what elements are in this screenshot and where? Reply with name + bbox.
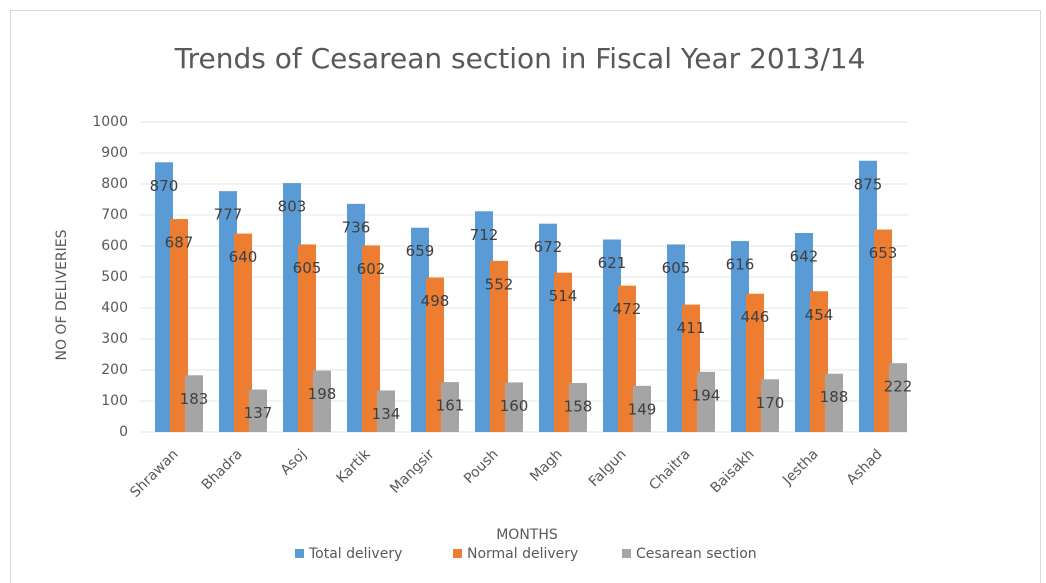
data-label: 411 — [677, 319, 706, 337]
bar — [569, 383, 587, 432]
bar — [249, 389, 267, 432]
data-label: 642 — [790, 247, 819, 265]
y-tick-label: 600 — [101, 238, 128, 254]
bar — [505, 382, 523, 432]
bar — [682, 304, 700, 432]
data-label: 472 — [613, 300, 642, 318]
bar — [874, 229, 892, 432]
data-label: 875 — [854, 175, 883, 193]
data-label: 160 — [500, 397, 529, 415]
chart-title: Trends of Cesarean section in Fiscal Yea… — [174, 42, 866, 75]
data-label: 158 — [564, 398, 593, 416]
bar — [761, 379, 779, 432]
bar — [155, 162, 173, 433]
bar — [490, 260, 508, 432]
data-label: 170 — [756, 394, 785, 412]
y-tick-label: 1000 — [92, 114, 128, 130]
y-tick-label: 400 — [101, 300, 128, 316]
bar — [746, 293, 764, 432]
y-tick-label: 300 — [101, 331, 128, 347]
y-tick-label: 800 — [101, 176, 128, 192]
y-axis-label: NO OF DELIVERIES — [54, 229, 70, 360]
data-label: 161 — [436, 397, 465, 415]
data-label: 605 — [293, 259, 322, 277]
data-label: 687 — [165, 234, 194, 252]
data-label: 803 — [278, 198, 307, 216]
data-label: 659 — [406, 242, 435, 260]
data-label: 870 — [150, 177, 179, 195]
legend-swatch — [622, 549, 631, 558]
bar — [347, 203, 365, 432]
bar — [234, 233, 252, 432]
bar — [170, 219, 188, 432]
data-label: 149 — [628, 400, 657, 418]
bar — [603, 239, 621, 432]
data-label: 621 — [598, 254, 627, 272]
bar — [313, 370, 331, 432]
bar — [795, 232, 813, 432]
data-label: 552 — [485, 275, 514, 293]
legend-label: Cesarean section — [636, 546, 757, 562]
data-label: 736 — [342, 218, 371, 236]
legend-label: Normal delivery — [467, 546, 578, 562]
bar — [411, 227, 429, 432]
bar — [633, 385, 651, 432]
bar — [731, 241, 749, 432]
x-axis-label: MONTHS — [496, 527, 558, 543]
bar — [667, 244, 685, 432]
y-tick-label: 900 — [101, 145, 128, 161]
data-label: 712 — [470, 226, 499, 244]
y-tick-label: 500 — [101, 269, 128, 285]
data-label: 188 — [820, 388, 849, 406]
bar — [362, 245, 380, 432]
data-label: 198 — [308, 385, 337, 403]
data-label: 602 — [357, 260, 386, 278]
data-label: 640 — [229, 248, 258, 266]
data-label: 777 — [214, 206, 243, 224]
data-label: 616 — [726, 256, 755, 274]
data-label: 222 — [884, 378, 913, 396]
bar — [441, 382, 459, 432]
bar — [185, 375, 203, 432]
bar — [825, 373, 843, 432]
y-tick-label: 0 — [119, 424, 128, 440]
bar — [810, 291, 828, 432]
bar — [475, 211, 493, 432]
bar — [283, 183, 301, 432]
data-label: 137 — [244, 404, 273, 422]
data-label: 194 — [692, 386, 721, 404]
data-label: 514 — [549, 287, 578, 305]
bar — [554, 272, 572, 432]
data-label: 134 — [372, 405, 401, 423]
bar — [859, 160, 877, 432]
bar — [298, 244, 316, 432]
data-label: 498 — [421, 292, 450, 310]
bar — [377, 390, 395, 432]
data-label: 605 — [662, 259, 691, 277]
bar — [889, 363, 907, 432]
data-label: 672 — [534, 238, 563, 256]
y-tick-label: 200 — [101, 362, 128, 378]
bar — [426, 277, 444, 432]
y-tick-label: 100 — [101, 393, 128, 409]
bar — [697, 371, 715, 432]
data-label: 183 — [180, 390, 209, 408]
legend-swatch — [453, 549, 462, 558]
data-label: 454 — [805, 306, 834, 324]
y-tick-label: 700 — [101, 207, 128, 223]
bar — [539, 223, 557, 432]
data-label: 446 — [741, 308, 770, 326]
data-label: 653 — [869, 244, 898, 262]
bar — [219, 191, 237, 432]
legend-swatch — [295, 549, 304, 558]
bar — [618, 285, 636, 432]
legend-label: Total delivery — [308, 546, 402, 562]
